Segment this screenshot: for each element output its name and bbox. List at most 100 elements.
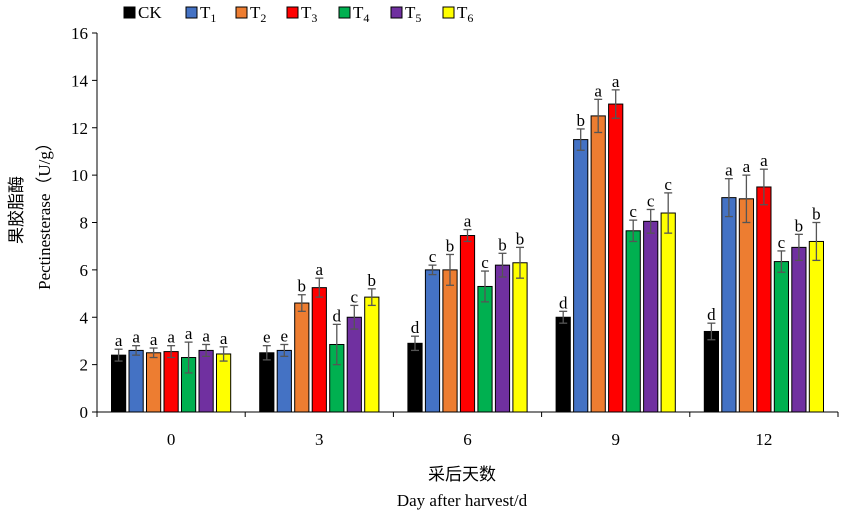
y-axis-title-en: Pectinesterase（U/g） [35,134,54,290]
bar [346,316,362,413]
y-axis-title-cn: 果胶脂酶 [7,176,26,244]
legend-label: T1 [200,3,216,25]
significance-label: a [167,328,175,347]
significance-label: c [429,247,437,266]
legend-swatch [442,6,455,19]
x-tick-label: 12 [755,430,772,449]
bar [738,198,754,413]
significance-label: b [298,277,307,296]
significance-label: d [411,318,420,337]
significance-label: e [263,328,271,347]
bar [703,330,719,413]
significance-label: c [351,287,359,306]
significance-label: a [743,157,751,176]
significance-label: a [760,151,768,170]
bar [808,240,824,413]
legend-item-ck: CK [123,3,162,22]
y-axis: 0 2 4 6 8 10 12 14 16 [71,24,98,422]
x-tick-label: 3 [315,430,324,449]
bar [442,269,458,413]
legend: CK T1 T2 T3 T4 T5 T6 [123,3,473,25]
y-tick-label: 0 [80,403,89,422]
significance-label: a [202,326,210,345]
legend-swatch [338,6,351,19]
legend-label: T5 [405,3,421,25]
significance-label: c [481,253,489,272]
bar [198,349,214,413]
legend-label: CK [138,3,162,22]
y-tick-label: 12 [71,119,88,138]
significance-label: a [594,81,602,100]
significance-label: d [707,305,716,324]
bar [773,261,789,413]
legend-item-t6: T6 [442,3,473,25]
bar [424,269,441,413]
legend-item-t4: T4 [338,3,369,25]
legend-swatch [390,6,403,19]
significance-label: a [185,324,193,343]
significance-label: a [612,72,620,91]
y-tick-label: 10 [71,166,88,185]
bar [477,285,493,413]
significance-label: b [498,235,507,254]
significance-label: b [795,216,804,235]
significance-label: d [333,306,342,325]
significance-label: a [132,328,140,347]
legend-item-t5: T5 [390,3,421,25]
legend-item-t1: T1 [185,3,216,25]
y-tick-label: 14 [71,71,89,90]
significance-label: a [316,260,324,279]
x-axis: 0 3 6 9 12 [96,411,839,449]
legend-label: T2 [250,3,266,25]
bar [791,246,807,413]
significance-label: a [464,212,472,231]
x-tick-label: 9 [611,430,620,449]
bar [573,139,589,413]
significance-label: b [446,236,455,255]
legend-label: T6 [457,3,473,25]
significance-label: b [812,205,821,224]
significance-label: b [516,229,525,248]
bar [276,349,292,413]
significance-label: b [368,271,377,290]
legend-swatch [185,6,198,19]
bar [259,352,275,413]
x-tick-label: 0 [167,430,176,449]
y-tick-label: 8 [80,214,89,233]
bar [128,349,144,413]
significance-label: d [559,293,568,312]
bar [294,302,310,413]
y-tick-label: 6 [80,261,89,280]
x-axis-title-cn: 采后天数 [428,465,496,484]
legend-swatch [235,6,248,19]
bar [407,342,423,413]
significance-label: c [664,175,672,194]
legend-item-t3: T3 [286,3,317,25]
bar [459,235,476,413]
bar [643,220,659,413]
legend-label: T4 [353,3,369,25]
significance-label: c [647,191,655,210]
legend-swatch [123,6,136,19]
bar [364,296,380,413]
y-tick-label: 2 [80,356,89,375]
significance-label: a [115,331,123,350]
bar [494,264,511,413]
bar [608,103,624,413]
significance-label: c [629,202,637,221]
series-ck: a e d d d [111,293,719,413]
y-tick-label: 4 [80,308,89,327]
legend-swatch [286,6,299,19]
bar [660,212,676,413]
legend-item-t2: T2 [235,3,266,25]
bar [590,115,606,413]
bar [311,287,327,413]
y-tick-label: 16 [71,24,88,43]
bar [756,186,772,413]
